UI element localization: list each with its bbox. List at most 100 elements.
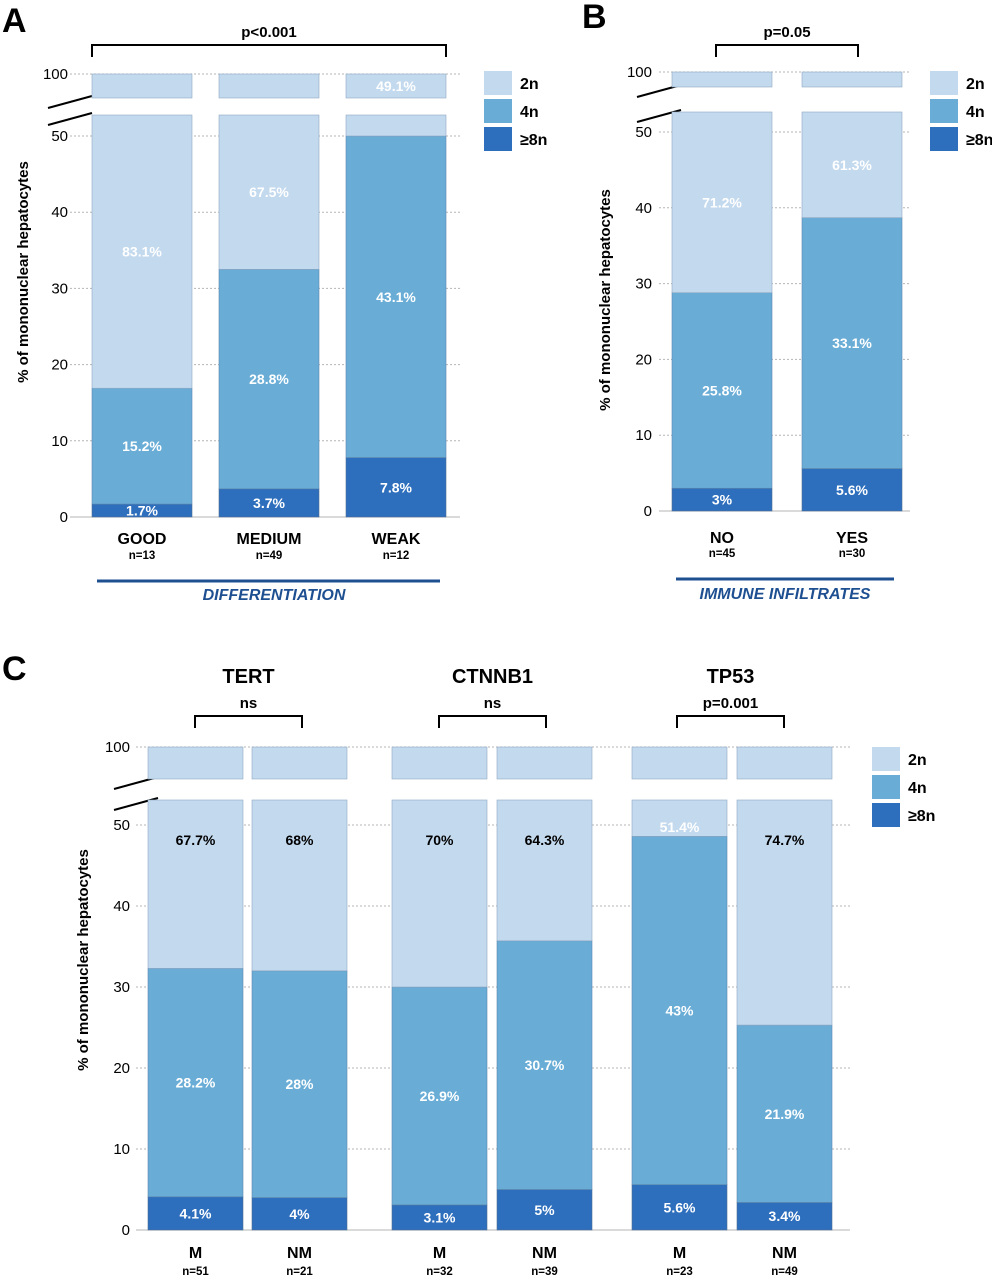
category-label: YES <box>836 530 868 547</box>
group-label: IMMUNE INFILTRATES <box>700 586 871 603</box>
bar-2n <box>251 799 348 972</box>
panel-letter-c: C <box>2 650 27 688</box>
data-label-8n: 5.6% <box>664 1199 696 1215</box>
bar-2n <box>801 111 903 218</box>
y-tick-label: 10 <box>51 433 68 450</box>
data-label-2n: 64.3% <box>525 832 565 848</box>
bar-4n <box>496 940 593 1190</box>
n-label: n=45 <box>709 548 736 560</box>
category-label: M <box>189 1245 202 1262</box>
panel-b-chart: 0 10 20 30 40 50 100 % of mononuclear hepatocyt… <box>597 24 992 603</box>
y-tick-label: 10 <box>113 1141 130 1158</box>
legend-label: 2n <box>966 76 985 93</box>
significance-label: ns <box>484 695 502 712</box>
data-label-2n: 74.7% <box>765 832 805 848</box>
legend-swatch-2n <box>930 71 958 95</box>
data-label-8n: 5.6% <box>836 482 868 498</box>
bar-2n-upper <box>391 746 488 780</box>
y-axis-label: % of mononuclear hepatocytes <box>15 161 32 383</box>
axis-break-mark <box>47 112 93 126</box>
legend-swatch-8n <box>484 127 512 151</box>
bar-2n <box>736 799 833 1026</box>
n-label: n=23 <box>666 1266 693 1278</box>
legend-label: ≥8n <box>520 132 547 149</box>
significance-label: ns <box>240 695 258 712</box>
bar-4n <box>391 986 488 1206</box>
bar-2n-upper <box>736 746 833 780</box>
data-label-2n: 68% <box>285 832 314 848</box>
gene-label: TERT <box>222 666 274 688</box>
data-label-4n: 21.9% <box>765 1106 805 1122</box>
data-label-2n: 70% <box>425 832 454 848</box>
data-label-4n: 26.9% <box>420 1088 460 1104</box>
category-label: NO <box>710 530 734 547</box>
legend-swatch-4n <box>872 775 900 799</box>
data-label-4n: 28.8% <box>249 371 289 387</box>
legend-label: 2n <box>908 752 927 769</box>
y-tick-label: 40 <box>51 204 68 221</box>
legend-swatch-4n <box>930 99 958 123</box>
n-label: n=32 <box>426 1266 453 1278</box>
y-tick-label: 20 <box>635 351 652 368</box>
data-label-4n: 43.1% <box>376 289 416 305</box>
y-tick-label: 0 <box>644 503 652 520</box>
y-tick-label: 50 <box>113 817 130 834</box>
significance-label: p=0.05 <box>763 24 810 41</box>
bar-2n <box>91 114 193 389</box>
legend-label: ≥8n <box>908 808 935 825</box>
n-label: n=49 <box>256 550 283 562</box>
legend-swatch-4n <box>484 99 512 123</box>
data-label-2n: 71.2% <box>702 194 742 210</box>
data-label-8n: 3.4% <box>769 1208 801 1224</box>
category-label: WEAK <box>372 531 421 548</box>
bar-2n-upper <box>91 73 193 99</box>
significance-label: p=0.001 <box>703 695 758 712</box>
bar-2n-upper <box>218 73 320 99</box>
n-label: n=51 <box>182 1266 209 1278</box>
significance-bracket <box>676 715 785 728</box>
bar-4n <box>801 217 903 469</box>
data-label-8n: 4% <box>289 1206 310 1222</box>
bar-2n <box>631 799 728 837</box>
data-label-8n: 7.8% <box>380 479 412 495</box>
y-axis-label: % of mononuclear hepatocytes <box>75 849 92 1071</box>
bar-8n <box>345 457 447 518</box>
data-label-4n: 15.2% <box>122 438 162 454</box>
n-label: n=30 <box>839 548 866 560</box>
data-label-2n: 51.4% <box>660 819 700 835</box>
significance-bracket <box>715 44 859 57</box>
legend-swatch-8n <box>930 127 958 151</box>
y-tick-label: 40 <box>113 898 130 915</box>
bar-4n <box>671 292 773 489</box>
y-axis-label: % of mononuclear hepatocytes <box>597 189 614 411</box>
bar-8n <box>218 488 320 518</box>
bar-4n <box>736 1024 833 1203</box>
y-tick-label: 10 <box>635 427 652 444</box>
data-label-2n: 67.5% <box>249 184 289 200</box>
significance-bracket <box>438 715 547 728</box>
bar-2n <box>345 114 447 137</box>
n-label: n=39 <box>531 1266 558 1278</box>
y-tick-label: 50 <box>635 124 652 141</box>
n-label: n=21 <box>286 1266 313 1278</box>
bar-2n-upper <box>631 746 728 780</box>
bar-2n <box>147 799 244 969</box>
data-label-4n: 30.7% <box>525 1057 565 1073</box>
bar-4n <box>91 387 193 505</box>
category-label: NM <box>532 1245 557 1262</box>
panel-letter-a: A <box>2 2 27 40</box>
y-tick-label: 40 <box>635 200 652 217</box>
y-tick-label: 100 <box>627 64 652 81</box>
data-label-8n: 1.7% <box>126 503 158 519</box>
bar-2n <box>218 114 320 270</box>
legend-swatch-2n <box>484 71 512 95</box>
data-label-4n: 28.2% <box>176 1075 216 1091</box>
group-label: DIFFERENTIATION <box>203 587 346 604</box>
bar-4n <box>631 836 728 1185</box>
y-tick-label: 50 <box>51 128 68 145</box>
bar-8n <box>147 1196 244 1231</box>
category-label: MEDIUM <box>237 531 302 548</box>
data-label-8n: 3.1% <box>424 1209 456 1225</box>
